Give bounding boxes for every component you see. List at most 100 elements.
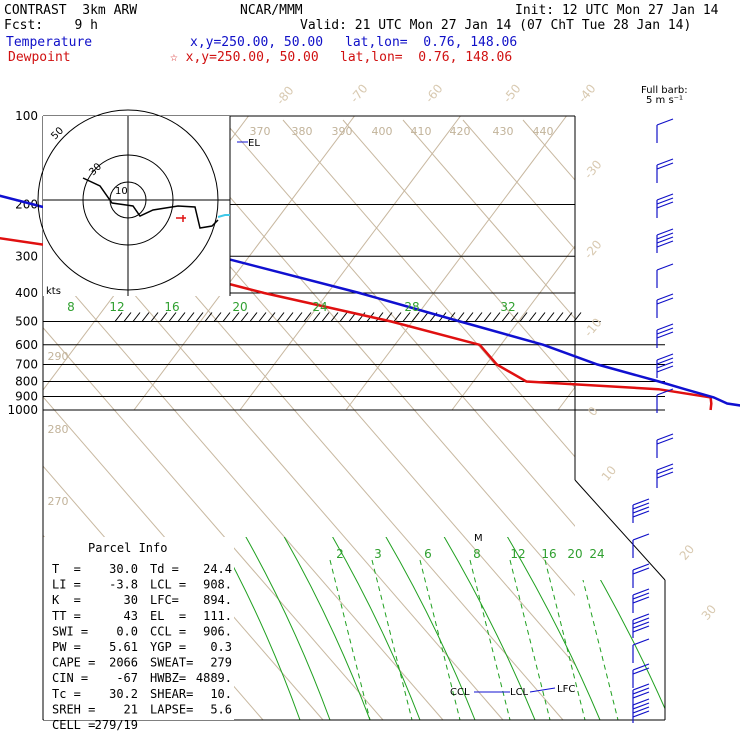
parcel-key: K = (52, 593, 81, 607)
hodograph-units: kts (46, 286, 61, 297)
wind-barb-flag (632, 502, 650, 510)
hatch-mark (213, 312, 222, 322)
isotherm-label: -50 (500, 81, 523, 105)
wind-barb-flag (632, 588, 650, 596)
parcel-value: 5.6 (210, 702, 232, 716)
wind-barb-flag (656, 365, 674, 373)
wind-barb-flag (632, 702, 650, 710)
hatch-mark (249, 312, 258, 322)
parcel-value: -67 (116, 671, 138, 685)
hatch-mark (546, 312, 555, 322)
pressure-label-400: 400 (15, 286, 38, 300)
hatch-mark (492, 312, 501, 322)
hatch-mark (177, 312, 186, 322)
wind-barb-flag (656, 197, 674, 205)
wind-barb-flag (632, 621, 650, 629)
isotherm-line (557, 386, 575, 411)
moist-adiabat (274, 537, 536, 720)
moist-adiabat (43, 537, 301, 720)
model-title: CONTRAST 3km ARW (4, 3, 138, 18)
wind-barb-flag (632, 617, 650, 625)
mixing-ratio-label: 8 (473, 547, 481, 561)
mixing-ratio-dashed (469, 559, 511, 720)
hatch-mark (114, 312, 123, 322)
wind-barb-flag (632, 667, 650, 675)
annotation-ccl: CCL (450, 687, 470, 698)
hatch-mark (132, 312, 141, 322)
pressure-label-300: 300 (15, 249, 38, 263)
wind-barb-flag (656, 433, 674, 441)
dry-adiabat-line (522, 119, 575, 181)
hatch-mark (303, 312, 312, 322)
wind-barb-flag (656, 463, 674, 471)
theta-label: 290 (48, 350, 69, 363)
hatch-mark (123, 312, 132, 322)
theta-label: 280 (48, 423, 69, 436)
parcel-value: 30.0 (109, 562, 138, 576)
hatch-mark (519, 312, 528, 322)
forecast-hour: Fcst: 9 h (4, 18, 98, 33)
hatch-mark (537, 312, 546, 322)
wind-barb-flag (656, 162, 674, 170)
init-time: Init: 12 UTC Mon 27 Jan 14 (515, 3, 719, 18)
theta-label: 420 (450, 125, 471, 138)
hatch-mark (555, 312, 564, 322)
hatch-mark (258, 312, 267, 322)
wind-barb-flag (656, 240, 674, 248)
annotation-lcl: LCL (510, 687, 529, 698)
isotherm-label: -10 (581, 315, 604, 339)
dry-adiabat-line (282, 119, 575, 458)
wind-barb-flag (656, 293, 674, 301)
annotation-lfc: LFC (557, 684, 575, 695)
isotherm-line (451, 245, 575, 411)
hatch-mark (402, 312, 411, 322)
temperature-xy: x,y=250.00, 50.00 (190, 35, 324, 50)
wind-barb-flag (656, 388, 674, 396)
pressure-label-1000: 1000 (7, 403, 38, 417)
isotherm-label: 0 (585, 404, 601, 419)
theta-label: 440 (533, 125, 554, 138)
hatch-mark (150, 312, 159, 322)
hatch-mark (465, 312, 474, 322)
hatch-mark (420, 312, 429, 322)
hatch-mark (339, 312, 348, 322)
hatch-mark (285, 312, 294, 322)
storm-motion-marker (176, 215, 186, 222)
wind-barb-flag (656, 327, 674, 335)
mixing-ratio-label: 16 (541, 547, 556, 561)
mixing-ratio-dashed (544, 559, 586, 720)
parcel-key: SREH = (52, 702, 95, 716)
hatch-mark (321, 312, 330, 322)
isotherm-line (345, 116, 567, 411)
isotherm-label: -20 (581, 237, 604, 261)
isotherm-label: -60 (422, 81, 445, 105)
theta-label: 370 (250, 125, 271, 138)
hatch-mark (222, 312, 231, 322)
hodograph-background (43, 116, 230, 296)
hatch-mark (474, 312, 483, 322)
parcel-key: T = (52, 562, 81, 576)
parcel-value: 908. (203, 578, 232, 592)
valid-time: Valid: 21 UTC Mon 27 Jan 14 (07 ChT Tue … (300, 18, 692, 33)
mixing-ratio-label: 6 (424, 547, 432, 561)
mixing-ratio-label: 16 (164, 300, 179, 314)
pressure-label-800: 800 (15, 375, 38, 389)
moist-adiabat (69, 537, 331, 720)
hatch-mark (276, 312, 285, 322)
hatch-mark (483, 312, 492, 322)
wind-barb-flag (632, 563, 650, 571)
parcel-value: 21 (124, 702, 138, 716)
wind-barb-flag (632, 683, 650, 691)
hatch-mark (330, 312, 339, 322)
hatch-mark (141, 312, 150, 322)
wind-barb-flag (656, 118, 674, 126)
wind-barb-flag (632, 663, 650, 671)
parcel-value: 906. (203, 624, 232, 638)
pressure-label-900: 900 (15, 390, 38, 404)
mixing-ratio-dashed (577, 559, 619, 720)
hatch-mark (159, 312, 168, 322)
mixing-ratio-label: 2 (336, 547, 344, 561)
parcel-value: 24.4 (203, 562, 232, 576)
isotherm-label: -80 (273, 83, 296, 107)
